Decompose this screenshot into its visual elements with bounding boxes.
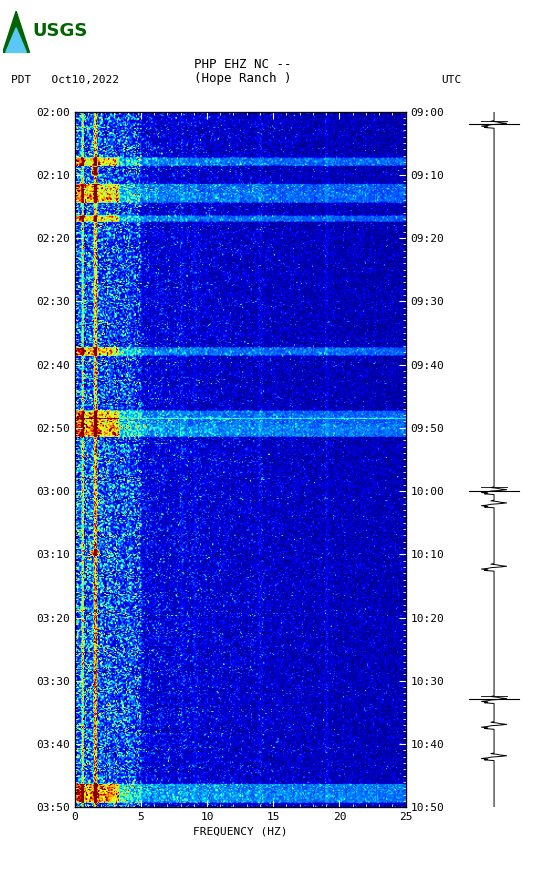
Polygon shape — [6, 28, 26, 53]
Text: UTC: UTC — [442, 75, 462, 85]
Text: (Hope Ranch ): (Hope Ranch ) — [194, 71, 291, 85]
Text: PHP EHZ NC --: PHP EHZ NC -- — [194, 58, 291, 71]
Text: PDT   Oct10,2022: PDT Oct10,2022 — [11, 75, 119, 85]
Text: USGS: USGS — [32, 21, 87, 40]
Polygon shape — [3, 12, 29, 53]
X-axis label: FREQUENCY (HZ): FREQUENCY (HZ) — [193, 826, 288, 837]
